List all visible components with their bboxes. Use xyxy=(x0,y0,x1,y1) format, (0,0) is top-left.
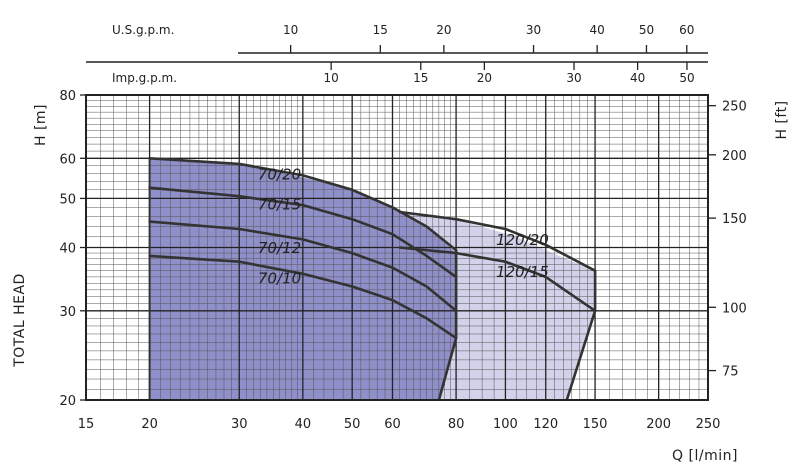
y2-tick-label: 150 xyxy=(722,212,747,227)
x-tick-label: 150 xyxy=(583,417,608,432)
y-tick-label: 60 xyxy=(59,152,76,167)
x-tick-label: 80 xyxy=(448,417,465,432)
x-tick-label: 200 xyxy=(646,417,671,432)
imp-gpm-tick-label: 50 xyxy=(679,71,694,85)
curve-label-120-20: 120/20 xyxy=(496,231,549,249)
limit-line-1 xyxy=(437,250,458,401)
y2-tick-label: 200 xyxy=(722,149,747,164)
top-scale-ticks: 10 15 20 30 40 50 60 10 15 20 30 40 50 xyxy=(283,23,695,85)
y2-axis-ticks: 75 100 150 200 250 xyxy=(708,100,747,380)
y2-axis-label: H [ft] xyxy=(774,100,790,139)
curve-label-70-20: 70/20 xyxy=(258,165,301,183)
us-gpm-tick-label: 40 xyxy=(590,23,605,37)
imp-gpm-tick-label: 40 xyxy=(630,71,645,85)
imp-gpm-tick-label: 15 xyxy=(413,71,428,85)
y2-tick-label: 100 xyxy=(722,301,747,316)
x-tick-label: 40 xyxy=(295,417,312,432)
x-tick-label: 30 xyxy=(231,417,248,432)
x-tick-label: 20 xyxy=(141,417,158,432)
curve-label-120-15: 120/15 xyxy=(496,263,549,281)
x-tick-label: 60 xyxy=(384,417,401,432)
grid-major xyxy=(85,94,709,401)
x-tick-label: 120 xyxy=(533,417,558,432)
curve-120-15 xyxy=(398,246,597,313)
y2-tick-label: 75 xyxy=(722,365,739,380)
us-gpm-tick-label: 20 xyxy=(436,23,451,37)
us-gpm-tick-label: 50 xyxy=(639,23,654,37)
curve-120-20 xyxy=(398,210,597,273)
curve-70-10 xyxy=(148,254,458,340)
imp-gpm-label: Imp.g.p.m. xyxy=(112,71,177,85)
curve-70-15 xyxy=(148,186,458,279)
us-gpm-label: U.S.g.p.m. xyxy=(112,23,174,37)
us-gpm-tick-label: 10 xyxy=(283,23,298,37)
y-tick-label: 40 xyxy=(59,242,76,257)
curve-70-12 xyxy=(148,220,458,313)
imp-gpm-tick-label: 20 xyxy=(477,71,492,85)
y-axis-label-top: H [m] xyxy=(33,104,49,146)
imp-gpm-tick-label: 30 xyxy=(566,71,581,85)
us-gpm-tick-label: 60 xyxy=(679,23,694,37)
curve-label-70-12: 70/12 xyxy=(258,239,301,257)
imp-gpm-tick-label: 10 xyxy=(323,71,338,85)
plot-area: 70/20 70/15 70/12 70/10 120/20 120/15 xyxy=(85,94,709,401)
curve-labels: 70/20 70/15 70/12 70/10 120/20 120/15 xyxy=(258,165,549,287)
limit-line-2 xyxy=(565,270,597,401)
y-axis-ticks: 20 30 40 50 60 80 xyxy=(59,89,86,409)
x-axis-label: Q [l/min] xyxy=(672,448,738,464)
curve-label-70-15: 70/15 xyxy=(258,196,301,214)
y-axis-label-bottom: TOTAL HEAD xyxy=(12,273,28,368)
curve-label-70-10: 70/10 xyxy=(258,269,301,287)
x-tick-label: 50 xyxy=(344,417,361,432)
us-gpm-tick-label: 30 xyxy=(526,23,541,37)
performance-curves xyxy=(148,157,597,340)
x-tick-label: 100 xyxy=(493,417,518,432)
pump-limit-lines xyxy=(148,158,597,401)
y-tick-label: 80 xyxy=(59,89,76,104)
x-axis-ticks: 15 20 30 40 50 60 80 100 120 150 200 250 xyxy=(78,417,721,432)
y-tick-label: 20 xyxy=(59,394,76,409)
flow-unit-scales: U.S.g.p.m. Imp.g.p.m. xyxy=(86,23,708,85)
curve-70-20 xyxy=(148,157,458,252)
x-tick-label: 15 xyxy=(78,417,95,432)
us-gpm-tick-label: 15 xyxy=(373,23,388,37)
x-tick-label: 250 xyxy=(696,417,721,432)
y-tick-label: 30 xyxy=(59,305,76,320)
y2-tick-label: 250 xyxy=(722,100,747,115)
y-tick-label: 50 xyxy=(59,192,76,207)
